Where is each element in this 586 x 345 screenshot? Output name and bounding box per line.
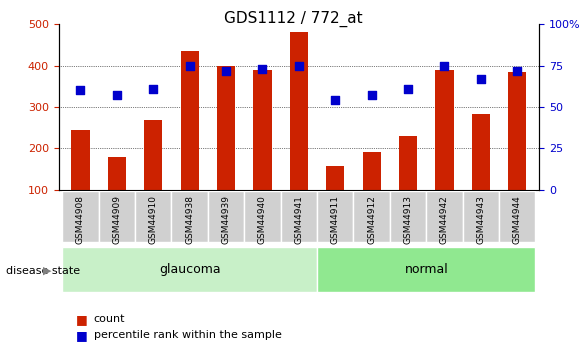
Text: GSM44908: GSM44908 (76, 196, 85, 245)
Text: GSM44944: GSM44944 (513, 196, 522, 244)
Text: GSM44912: GSM44912 (367, 196, 376, 244)
Bar (399, 136, 417, 190)
Bar (326, 166, 345, 190)
FancyBboxPatch shape (317, 247, 536, 292)
Text: GDS1112 / 772_at: GDS1112 / 772_at (224, 10, 362, 27)
Point (403, 86, 413, 91)
Text: disease state: disease state (6, 266, 80, 276)
FancyBboxPatch shape (135, 191, 172, 242)
Bar (144, 120, 162, 190)
Text: GSM44938: GSM44938 (185, 196, 194, 245)
Text: percentile rank within the sample: percentile rank within the sample (94, 331, 282, 340)
Point (258, 66, 267, 72)
Text: GSM44940: GSM44940 (258, 196, 267, 244)
FancyBboxPatch shape (390, 191, 426, 242)
Bar (472, 115, 490, 190)
FancyBboxPatch shape (499, 191, 536, 242)
Bar (180, 51, 199, 190)
Text: count: count (94, 314, 125, 324)
Bar (363, 152, 381, 190)
Point (331, 98, 340, 103)
Text: GSM44910: GSM44910 (149, 196, 158, 245)
Text: ■: ■ (76, 329, 88, 342)
Point (294, 63, 304, 68)
Bar (508, 72, 526, 190)
FancyBboxPatch shape (317, 191, 353, 242)
Bar (435, 70, 454, 190)
Text: ▶: ▶ (43, 266, 52, 276)
Point (149, 86, 158, 91)
FancyBboxPatch shape (281, 191, 317, 242)
Text: GSM44909: GSM44909 (113, 196, 121, 245)
FancyBboxPatch shape (208, 191, 244, 242)
Text: glaucoma: glaucoma (159, 263, 220, 276)
Text: GSM44913: GSM44913 (404, 196, 413, 245)
FancyBboxPatch shape (62, 191, 98, 242)
Point (476, 76, 486, 81)
Text: ■: ■ (76, 313, 88, 326)
FancyBboxPatch shape (426, 191, 463, 242)
Point (76, 88, 85, 93)
Text: GSM44942: GSM44942 (440, 196, 449, 244)
Bar (108, 157, 126, 190)
FancyBboxPatch shape (98, 191, 135, 242)
Bar (253, 70, 271, 190)
Point (185, 63, 195, 68)
FancyBboxPatch shape (463, 191, 499, 242)
Point (513, 68, 522, 73)
Text: GSM44943: GSM44943 (476, 196, 485, 244)
Text: GSM44941: GSM44941 (294, 196, 304, 244)
Text: GSM44939: GSM44939 (222, 196, 230, 245)
Point (367, 92, 376, 98)
FancyBboxPatch shape (353, 191, 390, 242)
Bar (217, 66, 235, 190)
Text: GSM44911: GSM44911 (331, 196, 340, 245)
Bar (289, 32, 308, 190)
Point (440, 63, 449, 68)
FancyBboxPatch shape (244, 191, 281, 242)
Bar (71, 130, 90, 190)
Point (222, 68, 231, 73)
FancyBboxPatch shape (62, 247, 317, 292)
FancyBboxPatch shape (172, 191, 208, 242)
Text: normal: normal (404, 263, 448, 276)
Point (112, 92, 121, 98)
